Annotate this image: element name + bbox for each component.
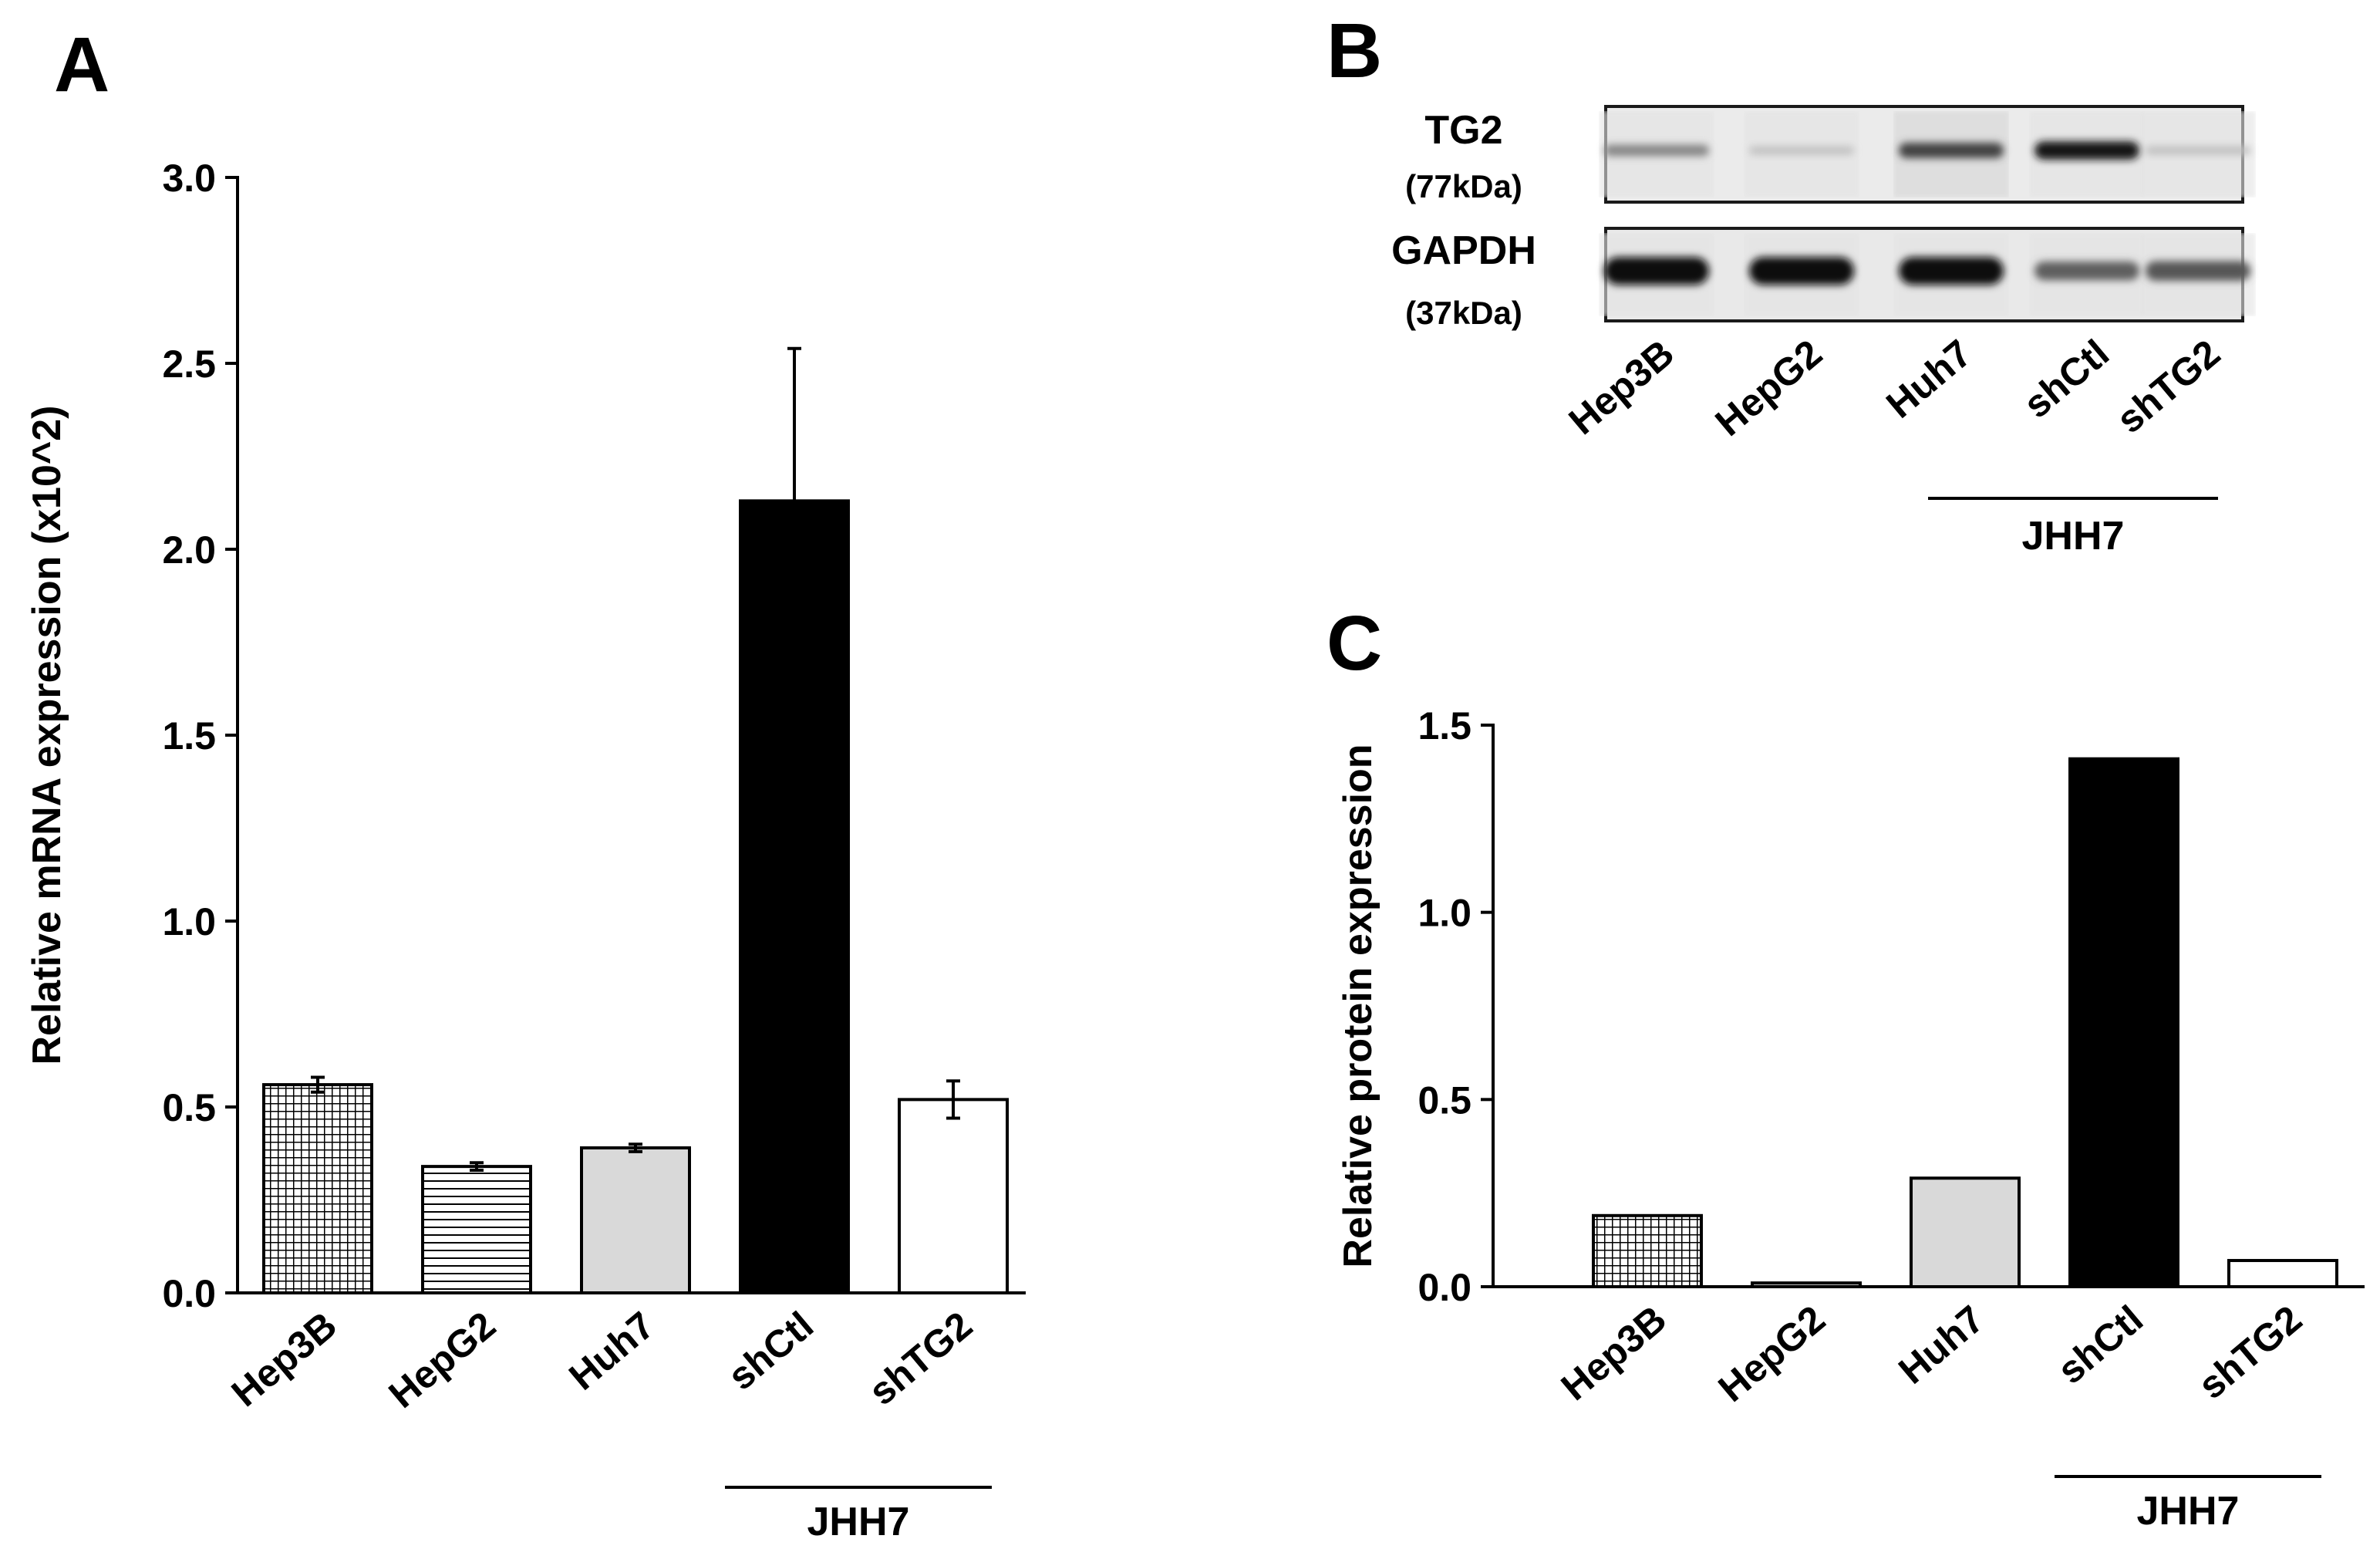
lane-label-huh7: Huh7: [1878, 332, 1980, 427]
category-label-shtg2: shTG2: [861, 1304, 980, 1414]
category-label-hep3b: Hep3B: [1553, 1298, 1674, 1409]
band-tg2-hepg2: [1749, 146, 1854, 155]
group-label-jhh7: JHH7: [2137, 1489, 2240, 1534]
category-label-shctl: shCtl: [2049, 1298, 2151, 1392]
western-blot: TG2 (77kDa) GAPDH (37kDa) Hep3B HepG2 Huh7 shCt…: [1391, 105, 2256, 559]
y-tick-label: 2.0: [162, 528, 216, 572]
category-label-shctl: shCtl: [720, 1304, 821, 1399]
bar-huh7: [580, 1146, 691, 1295]
band-tg2-huh7: [1899, 143, 2004, 159]
y-axis-title: Relative mRNA expression (x10^2): [25, 405, 69, 1065]
blot-row-sublabel: (77kDa): [1405, 168, 1522, 204]
bar-shctl: [2068, 757, 2179, 1288]
lane-label-shctl: shCtl: [2015, 332, 2117, 427]
y-tick-label: 1.5: [162, 714, 216, 758]
lane-label-shtg2: shTG2: [2109, 332, 2228, 442]
y-tick-label: 1.0: [1418, 892, 1471, 935]
blot-row-sublabel: (37kDa): [1405, 295, 1522, 331]
lane-label-hepg2: HepG2: [1707, 332, 1830, 444]
lane-label-hep3b: Hep3B: [1561, 332, 1682, 444]
band-gapdh-hepg2: [1749, 257, 1854, 285]
category-label-huh7: Huh7: [1890, 1298, 1992, 1392]
band-tg2-shctl: [2034, 141, 2139, 160]
blot-row-gapdh: [1599, 227, 2256, 322]
y-tick-label: 1.5: [1418, 704, 1471, 748]
y-tick-label: 0.0: [162, 1272, 216, 1315]
band-gapdh-hep3b: [1604, 257, 1709, 285]
bar-hepg2: [421, 1165, 532, 1294]
y-tick-label: 0.5: [162, 1086, 216, 1129]
band-gapdh-shctl: [2034, 262, 2139, 281]
group-label-jhh7: JHH7: [807, 1500, 910, 1544]
band-gapdh-huh7: [1899, 257, 2004, 285]
bar-hep3b: [1592, 1213, 1703, 1288]
band-gapdh-shtg2: [2146, 261, 2250, 281]
category-label-shtg2: shTG2: [2190, 1298, 2310, 1408]
category-label-hepg2: HepG2: [381, 1304, 504, 1416]
chart-c-protein-expression: 0.0 0.5 1.0 1.5 Relative protein expression H…: [1336, 704, 2365, 1534]
band-tg2-hep3b: [1604, 144, 1709, 157]
category-label-huh7: Huh7: [561, 1304, 662, 1399]
bar-shtg2: [2227, 1259, 2338, 1288]
y-tick-label: 0.0: [1418, 1266, 1471, 1309]
blot-group-label-jhh7: JHH7: [2022, 514, 2125, 559]
bar-shtg2: [898, 1098, 1009, 1294]
chart-a-mrna-expression: 0.0 0.5 1.0 1.5 2.0 2.5 3.0 Relative mRNA expre…: [25, 157, 1026, 1544]
bar-hepg2: [1751, 1281, 1862, 1288]
y-tick-label: 3.0: [162, 157, 216, 200]
category-label-hepg2: HepG2: [1711, 1298, 1833, 1410]
y-tick-label: 2.5: [162, 343, 216, 386]
bar-huh7: [1910, 1176, 2021, 1288]
y-tick-label: 1.0: [162, 900, 216, 943]
y-tick-label: 0.5: [1418, 1078, 1471, 1122]
panel-letter-b: B: [1327, 8, 1382, 94]
bar-hep3b: [262, 1083, 373, 1294]
panel-letter-a: A: [54, 22, 110, 108]
category-label-hep3b: Hep3B: [224, 1304, 345, 1416]
band-tg2-shtg2: [2146, 146, 2250, 155]
blot-row-label: GAPDH: [1391, 228, 1536, 273]
panel-letter-c: C: [1327, 600, 1382, 687]
y-axis-title: Relative protein expression: [1336, 744, 1380, 1267]
blot-row-tg2: [1599, 105, 2256, 204]
blot-row-label: TG2: [1424, 108, 1502, 153]
